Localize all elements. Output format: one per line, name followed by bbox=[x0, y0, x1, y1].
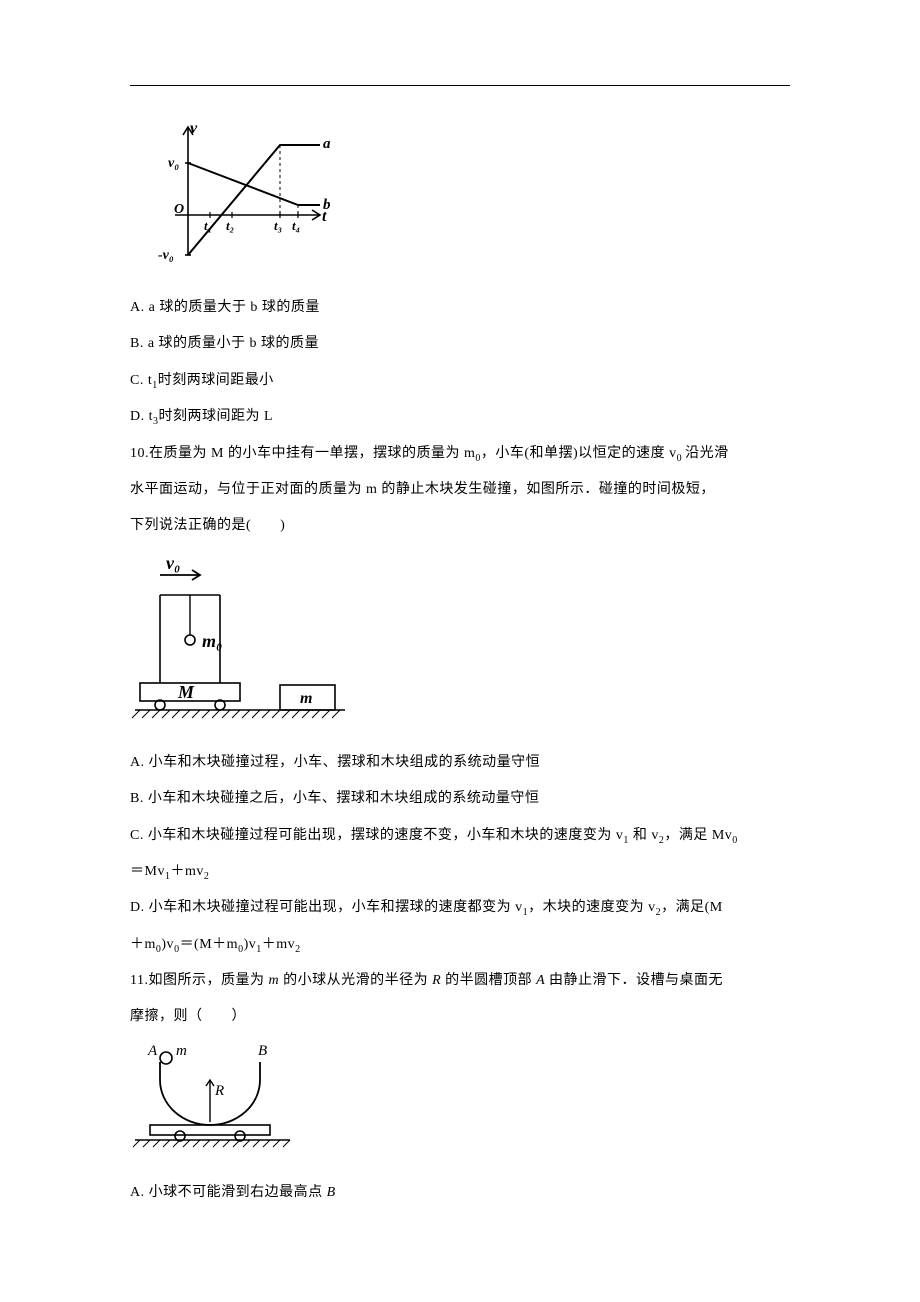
var-m: m bbox=[268, 973, 283, 988]
q10-diagram: v₀ m₀ M m bbox=[130, 555, 790, 735]
text: C. 小车和木块碰撞过程可能出现，摆球的速度不变，小车和木块的速度变为 v bbox=[130, 828, 623, 843]
svg-text:a: a bbox=[323, 136, 330, 152]
svg-text:m: m bbox=[176, 1043, 187, 1059]
text: A. 小球不可能滑到右边最高点 bbox=[130, 1185, 327, 1200]
text: 的半圆槽顶部 bbox=[445, 973, 536, 988]
q10-option-d-cont: ＋m0)v0＝(M＋m0)v1＋mv2 bbox=[130, 927, 790, 963]
text: C. t bbox=[130, 373, 152, 388]
text: ＝Mv bbox=[130, 864, 165, 879]
header-rule bbox=[130, 85, 790, 86]
q10-option-c-cont: ＝Mv1＋mv2 bbox=[130, 854, 790, 890]
text: ＝(M＋m bbox=[180, 937, 239, 952]
sub: 0 bbox=[732, 834, 738, 845]
q10-stem-line1: 10.在质量为 M 的小车中挂有一单摆，摆球的质量为 m 0，小车(和单摆)以恒定… bbox=[130, 436, 790, 472]
page-content: v t v₀ -v₀ O a b t₁ t₂ t₃ t₄ A. a 球的质量大于… bbox=[130, 115, 790, 1211]
text: ，木块的速度变为 v bbox=[528, 900, 656, 915]
var-R: R bbox=[432, 973, 445, 988]
svg-text:t₃: t₃ bbox=[274, 218, 282, 233]
svg-text:m₀: m₀ bbox=[202, 631, 222, 651]
text: 时刻两球间距为 L bbox=[159, 409, 274, 424]
svg-text:t₂: t₂ bbox=[226, 218, 234, 233]
text: 由静止滑下．设槽与桌面无 bbox=[549, 973, 723, 988]
text: 沿光滑 bbox=[685, 446, 729, 461]
svg-text:B: B bbox=[258, 1043, 267, 1059]
text: 时刻两球间距最小 bbox=[158, 373, 274, 388]
text: 和 v bbox=[629, 828, 659, 843]
text: ，满足(M bbox=[661, 900, 723, 915]
q10-option-a: A. 小车和木块碰撞过程，小车、摆球和木块组成的系统动量守恒 bbox=[130, 745, 790, 781]
text: )v bbox=[161, 937, 174, 952]
svg-text:v: v bbox=[190, 120, 198, 137]
svg-text:R: R bbox=[214, 1083, 224, 1099]
text: ，小车(和单摆)以恒定的速度 v bbox=[481, 446, 677, 461]
q9-option-c: C. t1时刻两球间距最小 bbox=[130, 363, 790, 399]
svg-text:v₀: v₀ bbox=[168, 156, 179, 171]
q10-stem-line2: 水平面运动，与位于正对面的质量为 m 的静止木块发生碰撞，如图所示．碰撞的时间极… bbox=[130, 472, 790, 508]
q9-option-b: B. a 球的质量小于 b 球的质量 bbox=[130, 326, 790, 362]
q10-stem-line3: 下列说法正确的是( ) bbox=[130, 508, 790, 544]
q11-option-a: A. 小球不可能滑到右边最高点 B bbox=[130, 1175, 790, 1211]
text: ＋mv bbox=[262, 937, 295, 952]
svg-text:M: M bbox=[177, 682, 195, 702]
text: 的小球从光滑的半径为 bbox=[283, 973, 432, 988]
q9-option-d: D. t3时刻两球间距为 L bbox=[130, 399, 790, 435]
sub: 2 bbox=[204, 871, 210, 882]
text: D. 小车和木块碰撞过程可能出现，小车和摆球的速度都变为 v bbox=[130, 900, 523, 915]
text: D. t bbox=[130, 409, 153, 424]
q10-option-c: C. 小车和木块碰撞过程可能出现，摆球的速度不变，小车和木块的速度变为 v1 和… bbox=[130, 818, 790, 854]
svg-text:-v₀: -v₀ bbox=[158, 248, 174, 263]
text: ，满足 Mv bbox=[664, 828, 732, 843]
svg-text:m: m bbox=[300, 690, 312, 707]
svg-text:v₀: v₀ bbox=[166, 555, 180, 573]
var-A: A bbox=[536, 973, 549, 988]
q10-option-b: B. 小车和木块碰撞之后，小车、摆球和木块组成的系统动量守恒 bbox=[130, 781, 790, 817]
text: )v bbox=[244, 937, 257, 952]
text: 11.如图所示，质量为 bbox=[130, 973, 268, 988]
text: 10.在质量为 M 的小车中挂有一单摆，摆球的质量为 m bbox=[130, 446, 475, 461]
var-B: B bbox=[327, 1185, 336, 1200]
sub: 0 bbox=[677, 452, 686, 463]
svg-text:b: b bbox=[323, 197, 330, 213]
q10-option-d: D. 小车和木块碰撞过程可能出现，小车和摆球的速度都变为 v1，木块的速度变为 … bbox=[130, 890, 790, 926]
svg-text:A: A bbox=[147, 1043, 158, 1059]
svg-text:O: O bbox=[174, 202, 184, 217]
text: ＋mv bbox=[170, 864, 203, 879]
sub: 2 bbox=[295, 943, 301, 954]
q11-diagram: A m B R bbox=[130, 1040, 790, 1165]
svg-text:t₁: t₁ bbox=[204, 218, 212, 233]
q9-option-a: A. a 球的质量大于 b 球的质量 bbox=[130, 290, 790, 326]
q11-stem-line1: 11.如图所示，质量为 m 的小球从光滑的半径为 R 的半圆槽顶部 A 由静止滑… bbox=[130, 963, 790, 999]
q11-stem-line2: 摩擦，则（ ） bbox=[130, 999, 790, 1035]
q9-graph: v t v₀ -v₀ O a b t₁ t₂ t₃ t₄ bbox=[130, 115, 790, 280]
svg-text:t₄: t₄ bbox=[292, 218, 300, 233]
text: ＋m bbox=[130, 937, 156, 952]
